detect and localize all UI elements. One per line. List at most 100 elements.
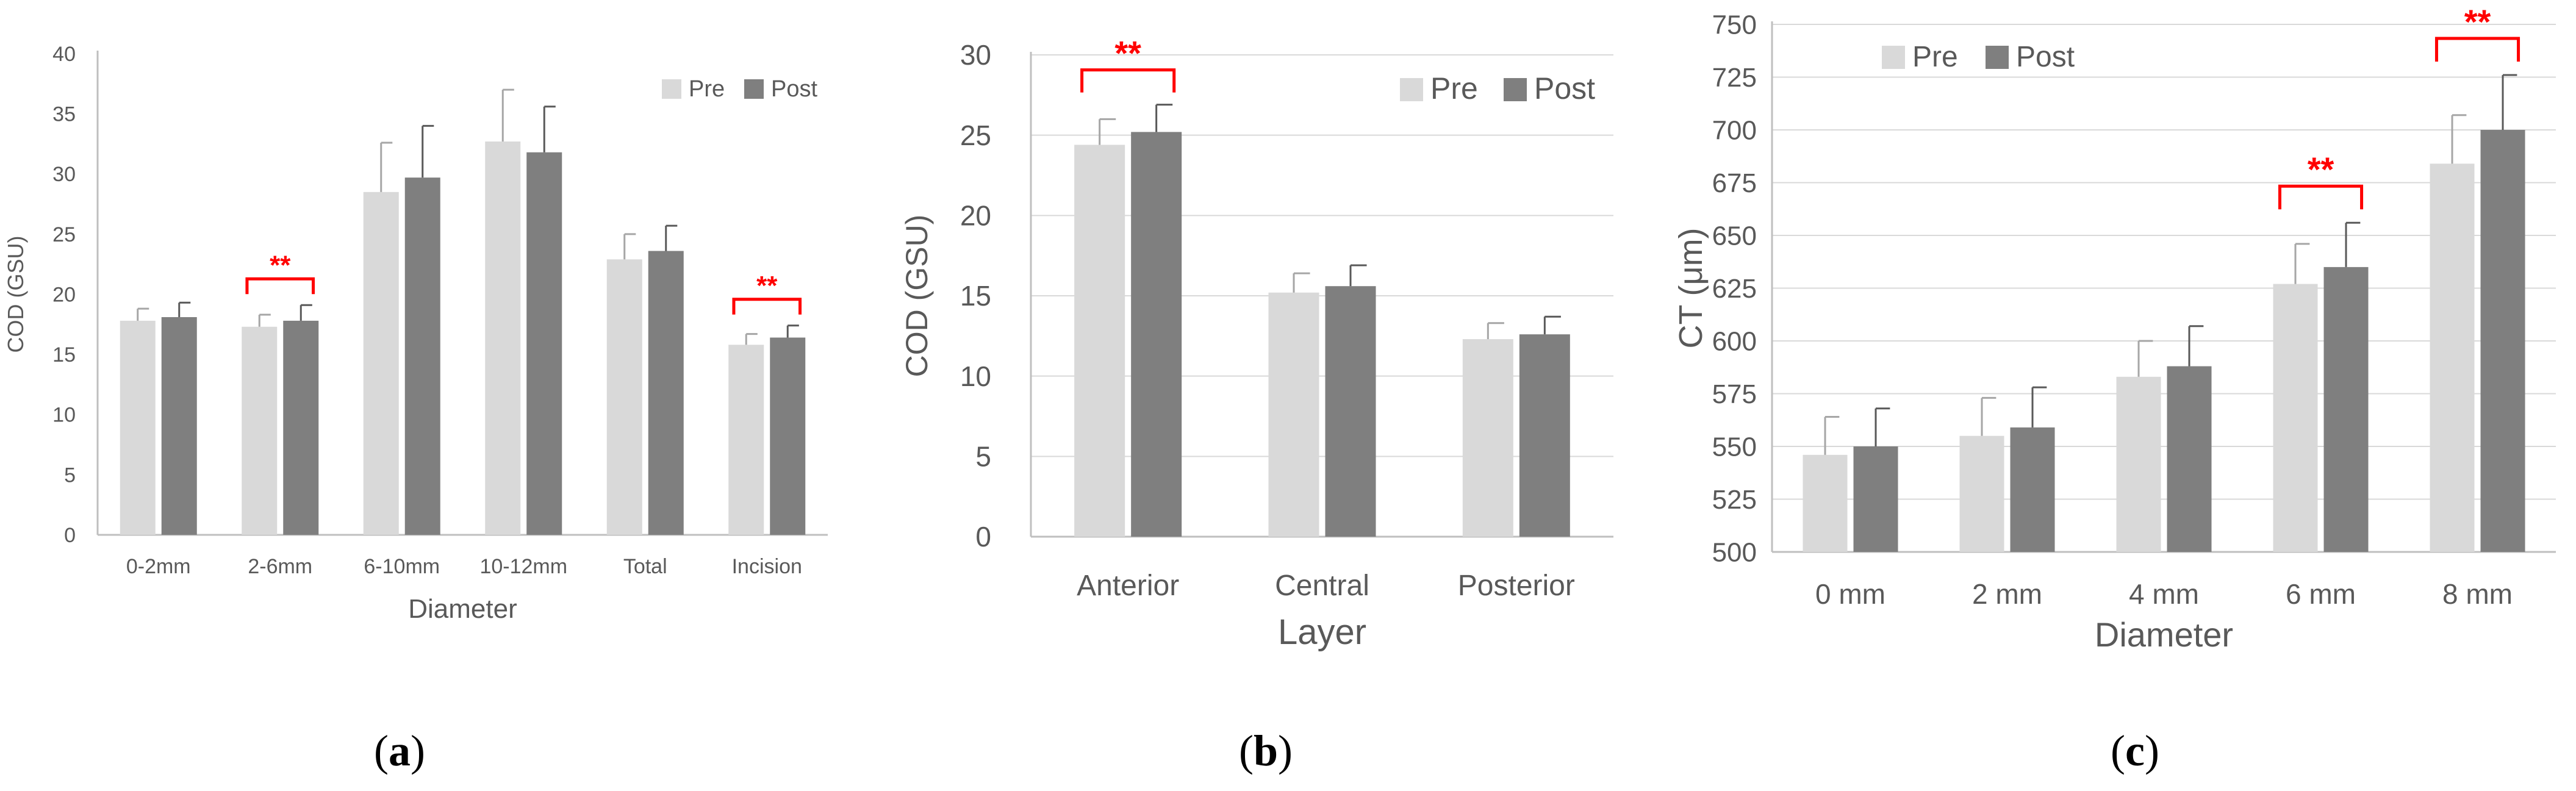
bar-post <box>1325 286 1376 537</box>
bar-post <box>1853 446 1898 552</box>
significance-bracket <box>2278 184 2364 210</box>
x-category-label: 10-12mm <box>479 555 567 578</box>
x-category-label: 4 mm <box>2129 578 2199 610</box>
y-tick-label: 25 <box>52 223 76 246</box>
y-tick-label: 500 <box>1712 537 1757 567</box>
legend-swatch-post <box>1986 46 2009 69</box>
legend-swatch-pre <box>1882 46 1905 69</box>
significance-label: ** <box>1114 34 1141 73</box>
bar-post <box>526 152 562 535</box>
x-category-label: 2-6mm <box>248 555 312 578</box>
bar-pre <box>2116 376 2161 552</box>
y-tick-label: 675 <box>1712 168 1757 198</box>
significance-label: ** <box>2464 2 2491 41</box>
bar-post <box>770 337 806 535</box>
bar-post <box>2323 267 2369 552</box>
y-tick-label: 600 <box>1712 326 1757 356</box>
legend-label-post: Post <box>771 76 817 102</box>
y-tick-label: 20 <box>960 199 991 231</box>
panel-label: (a) <box>374 726 425 775</box>
legend-label-pre: Pre <box>689 76 725 102</box>
x-category-label: Central <box>1275 570 1369 602</box>
panel-label: (b) <box>1239 726 1293 775</box>
legend-swatch-post <box>744 79 764 99</box>
y-tick-label: 30 <box>960 39 991 71</box>
significance-label: ** <box>2308 150 2334 188</box>
significance-bracket <box>732 298 802 315</box>
y-tick-label: 625 <box>1712 274 1757 304</box>
y-tick-label: 0 <box>64 524 76 547</box>
chart-panel-b: 0 5 10 15 20 25 30 Anterior Central Posterior ** Pr… <box>900 34 1613 775</box>
bar-post <box>2167 366 2212 552</box>
x-category-label: Total <box>623 555 667 578</box>
significance-bracket <box>245 277 315 295</box>
x-category-label: 2 mm <box>1972 578 2042 610</box>
bar-pre <box>606 259 642 535</box>
y-axis-title: COD (GSU) <box>900 215 934 378</box>
y-tick-label: 15 <box>960 280 991 312</box>
y-axis-title: COD (GSU) <box>3 236 28 353</box>
legend-label-post: Post <box>1534 71 1595 106</box>
y-tick-label: 650 <box>1712 221 1757 251</box>
legend-label-post: Post <box>2016 41 2075 73</box>
bar-post <box>2480 130 2525 552</box>
y-tick-label: 25 <box>960 120 991 151</box>
bar-pre <box>2430 163 2475 552</box>
x-axis-title: Diameter <box>408 594 517 624</box>
significance-bracket <box>2434 37 2520 62</box>
bar-pre <box>1803 454 1848 552</box>
bar-pre <box>728 345 764 535</box>
legend-label-pre: Pre <box>1912 41 1958 73</box>
x-category-label: 6 mm <box>2286 578 2356 610</box>
y-tick-label: 525 <box>1712 485 1757 515</box>
bar-pre <box>2273 284 2318 552</box>
bar-pre <box>1462 339 1513 537</box>
y-tick-label: 700 <box>1712 115 1757 145</box>
x-category-label: Posterior <box>1458 570 1575 602</box>
chart-panel-c: 500 525 550 575 600 625 650 675 700 725 750 0 mm 2 m… <box>1673 2 2556 775</box>
y-tick-label: 5 <box>64 464 76 487</box>
bar-post <box>2010 427 2055 552</box>
bar-post <box>283 320 319 535</box>
x-category-label: 0-2mm <box>126 555 191 578</box>
legend-swatch-pre <box>662 79 681 99</box>
bar-pre <box>120 320 156 535</box>
bar-post <box>648 251 684 535</box>
y-tick-label: 5 <box>975 440 991 472</box>
y-tick-label: 0 <box>975 521 991 553</box>
x-category-label: Anterior <box>1077 570 1179 602</box>
legend-swatch-pre <box>1400 78 1423 101</box>
bar-post <box>161 317 197 535</box>
y-axis-title: CT (μm) <box>1673 227 1709 348</box>
bar-pre <box>242 326 278 535</box>
y-tick-label: 20 <box>52 283 76 306</box>
x-category-label: Incision <box>732 555 802 578</box>
y-tick-label: 10 <box>960 360 991 392</box>
y-tick-label: 15 <box>52 343 76 367</box>
bar-pre <box>363 191 399 535</box>
x-category-label: 8 mm <box>2442 578 2513 610</box>
significance-label: ** <box>756 271 778 301</box>
y-tick-label: 35 <box>52 103 76 126</box>
panel-label: (c) <box>2111 726 2159 775</box>
x-axis-title: Diameter <box>2095 615 2233 654</box>
bar-post <box>1131 132 1182 537</box>
bar-post <box>1519 334 1570 537</box>
bar-post <box>404 177 440 535</box>
y-tick-label: 725 <box>1712 63 1757 93</box>
bar-pre <box>1268 292 1319 537</box>
bar-pre <box>485 141 521 535</box>
chart-panel-a: 0 5 10 15 20 25 30 35 40 0-2mm 2-6mm 6-10mm 10-12mm T… <box>3 43 828 775</box>
x-category-label: 0 mm <box>1815 578 1885 610</box>
y-tick-label: 550 <box>1712 432 1757 462</box>
y-tick-label: 750 <box>1712 10 1757 40</box>
x-axis-title: Layer <box>1278 612 1366 652</box>
y-tick-label: 40 <box>52 43 76 66</box>
y-tick-label: 575 <box>1712 379 1757 409</box>
y-tick-label: 10 <box>52 404 76 427</box>
x-category-label: 6-10mm <box>364 555 440 578</box>
significance-bracket <box>1080 68 1176 93</box>
bar-pre <box>1074 145 1125 537</box>
significance-label: ** <box>270 250 291 280</box>
